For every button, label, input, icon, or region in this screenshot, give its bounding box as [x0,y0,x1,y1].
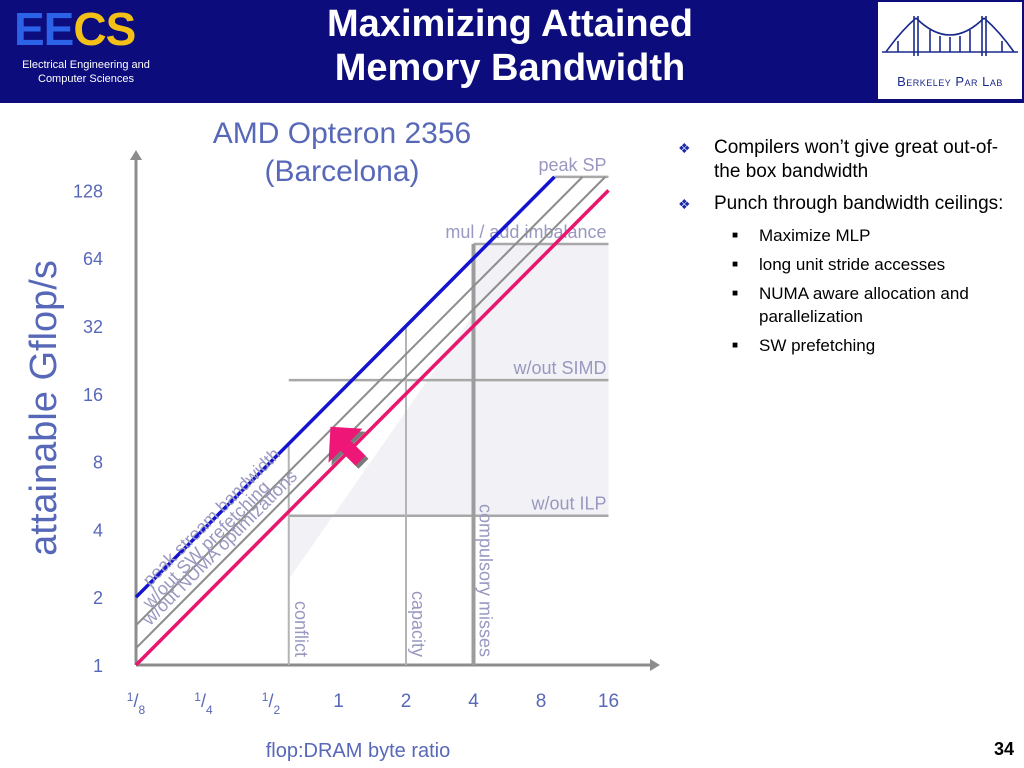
compute-ceiling-label: peak SP [538,155,606,175]
logo-ee-text: EE [14,3,74,55]
sub-bullet-text: Maximize MLP [759,226,871,245]
sub-bullet-text: long unit stride accesses [759,255,946,274]
y-axis-label: attainable Gflop/s [23,260,65,556]
chart-title-line2: (Barcelona) [264,155,419,188]
bullet-item: ❖ Compilers won’t give great out-of-the b… [678,136,1018,184]
y-tick-label: 16 [83,385,103,405]
y-tick-label: 128 [73,181,103,201]
logo-subtitle-line1: Electrical Engineering and [22,59,150,71]
y-tick-label: 2 [93,588,103,608]
locality-wall-label: compulsory misses [476,504,496,657]
arrow-icon [328,426,366,466]
square-bullet-icon: ■ [732,230,739,241]
bullet-item: ❖ Punch through bandwidth ceilings: [678,192,1018,216]
square-bullet-icon: ■ [732,259,739,270]
x-tick-label: 8 [536,691,547,712]
header-bar: EECS Electrical Engineering and Computer… [0,0,1024,103]
sub-bullet-item: ■ long unit stride accesses [678,253,1018,276]
roofline-chart: peak SP mul / add imbalance w/out SIMD w/ou… [23,117,660,717]
diamond-bullet-icon: ❖ [678,140,691,156]
par-lab-name: Berkeley Par Lab [897,74,1003,89]
y-tick-label: 32 [83,317,103,337]
x-tick-label: 1/4 [194,690,213,717]
bandwidth-ceiling-line [134,189,610,667]
slide-title: Maximizing Attained Memory Bandwidth [200,2,820,90]
sub-bullet-text: NUMA aware allocation and parallelizatio… [759,284,969,326]
y-axis-arrow-icon [130,150,142,160]
slide-title-line2: Memory Bandwidth [334,47,686,89]
y-tick-label: 4 [93,520,103,540]
sub-bullet-item: ■ Maximize MLP [678,224,1018,247]
par-lab-logo: Berkeley Par Lab [878,2,1022,99]
diamond-bullet-icon: ❖ [678,196,691,212]
logo-cs-text: CS [73,3,136,55]
x-axis-arrow-icon [650,659,660,671]
y-tick-label: 64 [83,249,103,269]
square-bullet-icon: ■ [732,288,739,299]
shaded-region [288,243,609,580]
locality-wall-label: capacity [408,591,428,657]
page-number: 34 [993,739,1014,759]
bandwidth-ceiling-line [134,175,556,599]
bandwidth-ceiling-line [135,176,584,627]
sub-bullet-item: ■ NUMA aware allocation and parallelizati… [678,282,1018,328]
x-tick-label: 1/2 [262,690,281,717]
eecs-logo: EECS [14,3,136,55]
locality-wall-label: conflict [291,601,311,657]
bandwidth-ceiling-label: w/out NUMA optimizations [138,466,301,630]
logo-subtitle: Electrical Engineering and Computer Scie… [6,58,166,86]
chart-title-line1: AMD Opteron 2356 [213,117,471,150]
slide-title-line1: Maximizing Attained [327,3,693,45]
compute-ceiling-label: mul / add imbalance [445,222,606,242]
bullet-list: ❖ Compilers won’t give great out-of-the b… [678,136,1018,363]
square-bullet-icon: ■ [732,340,739,351]
x-axis-label: flop:DRAM byte ratio [265,740,451,762]
bullet-text: Punch through bandwidth ceilings: [714,193,1004,214]
sub-bullet-text: SW prefetching [759,336,876,355]
bullet-text: Compilers won’t give great out-of-the bo… [714,137,999,182]
x-tick-label: 16 [598,691,619,712]
bandwidth-ceiling-line [135,176,606,649]
logo-subtitle-line2: Computer Sciences [38,73,134,85]
y-tick-label: 1 [93,656,103,676]
x-tick-label: 1 [333,691,344,712]
y-tick-label: 8 [93,453,103,473]
sub-bullet-item: ■ SW prefetching [678,334,1018,357]
x-tick-label: 2 [401,691,412,712]
bridge-logo-icon [882,16,1018,56]
compute-ceiling-label: w/out ILP [530,494,606,514]
x-tick-label: 1/8 [127,690,146,717]
compute-ceiling-label: w/out SIMD [512,358,606,378]
x-tick-label: 4 [468,691,479,712]
